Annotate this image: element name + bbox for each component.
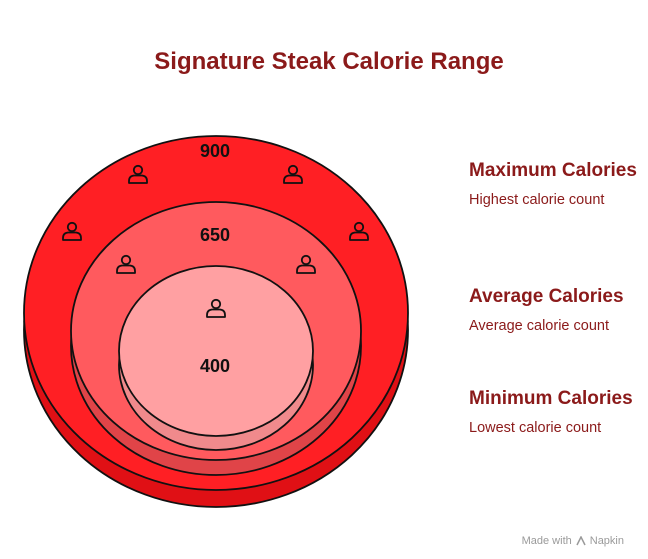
legend-avg: Average Calories Average calorie count — [469, 285, 644, 335]
footer-credit: Made with Napkin — [522, 535, 624, 547]
legend-desc-max: Highest calorie count — [469, 192, 605, 208]
circle-label-avg: 650 — [200, 225, 230, 245]
page-title: Signature Steak Calorie Range — [154, 48, 504, 75]
napkin-logo-icon — [576, 536, 586, 546]
legend-desc-avg: Average calorie count — [469, 318, 609, 334]
footer-brand: Napkin — [589, 535, 624, 547]
legend-min: Minimum Calories Lowest calorie count — [469, 387, 639, 437]
circle-min — [118, 265, 314, 451]
legend-title-max: Maximum Calories — [469, 160, 637, 181]
legend-max: Maximum Calories Highest calorie count — [469, 159, 639, 209]
legend-desc-min: Lowest calorie count — [469, 420, 602, 436]
footer-made-with: Made with — [521, 535, 572, 547]
circle-label-max: 900 — [200, 141, 230, 161]
legend-title-min: Minimum Calories — [469, 388, 633, 409]
legend-title-avg: Average Calories — [469, 286, 624, 307]
circle-label-min: 400 — [200, 356, 230, 376]
